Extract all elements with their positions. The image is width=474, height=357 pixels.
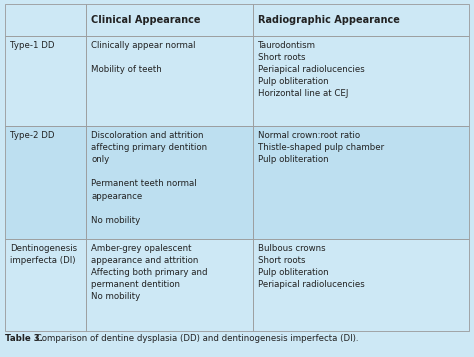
Text: Type-2 DD: Type-2 DD: [10, 131, 55, 140]
Text: Clinical Appearance: Clinical Appearance: [91, 15, 201, 25]
Text: Type-1 DD: Type-1 DD: [10, 41, 55, 50]
Bar: [86, 36, 253, 126]
Bar: [253, 126, 469, 238]
Bar: [5, 4, 86, 36]
Text: Table 3.: Table 3.: [5, 334, 43, 343]
Bar: [86, 4, 253, 36]
Text: Amber-grey opalescent
appearance and attrition
Affecting both primary and
perman: Amber-grey opalescent appearance and att…: [91, 243, 208, 301]
Text: Comparison of dentine dysplasia (DD) and dentinogenesis imperfecta (DI).: Comparison of dentine dysplasia (DD) and…: [33, 334, 359, 343]
Bar: [253, 36, 469, 126]
Bar: [5, 36, 86, 126]
Bar: [253, 4, 469, 36]
Bar: [253, 238, 469, 331]
Text: Taurodontism
Short roots
Periapical radiolucencies
Pulp obliteration
Horizontal : Taurodontism Short roots Periapical radi…: [258, 41, 365, 98]
Bar: [5, 126, 86, 238]
Text: Bulbous crowns
Short roots
Pulp obliteration
Periapical radiolucencies: Bulbous crowns Short roots Pulp oblitera…: [258, 243, 365, 289]
Bar: [86, 126, 253, 238]
Text: Radiographic Appearance: Radiographic Appearance: [258, 15, 400, 25]
Text: Discoloration and attrition
affecting primary dentition
only

Permanent teeth no: Discoloration and attrition affecting pr…: [91, 131, 207, 225]
Text: Dentinogenesis
imperfecta (DI): Dentinogenesis imperfecta (DI): [10, 243, 77, 265]
Bar: [86, 238, 253, 331]
Bar: [5, 238, 86, 331]
Text: Normal crown:root ratio
Thistle-shaped pulp chamber
Pulp obliteration: Normal crown:root ratio Thistle-shaped p…: [258, 131, 384, 164]
Text: Clinically appear normal

Mobility of teeth: Clinically appear normal Mobility of tee…: [91, 41, 196, 74]
